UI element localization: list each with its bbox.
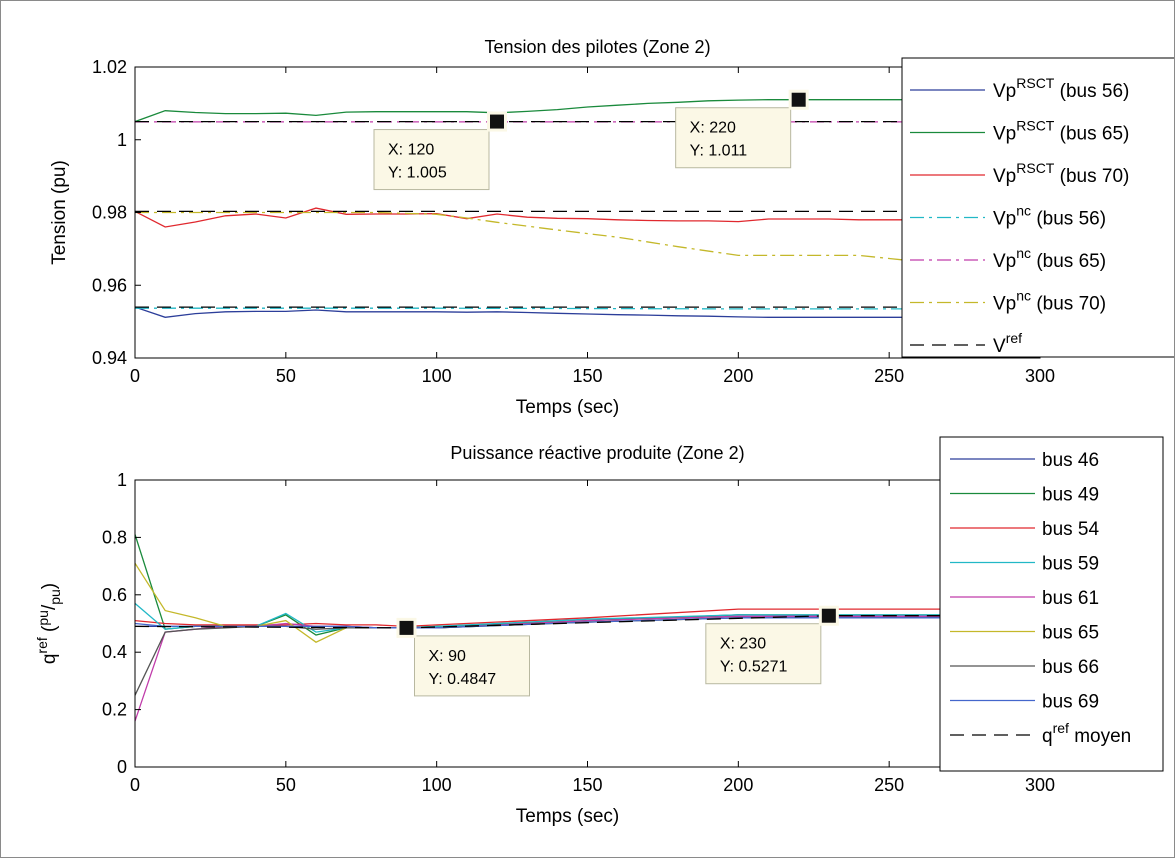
legend-entry: bus 49 <box>1042 485 1099 506</box>
y-axis-label: qref (pu/pu) <box>34 583 63 664</box>
datatip-x-text: X: 220 <box>690 120 736 137</box>
legend-entry: bus 61 <box>1042 588 1099 609</box>
x-tick-label: 0 <box>130 775 140 795</box>
legend-entry: VpRSCT (bus 65) <box>993 118 1129 145</box>
datatip-marker <box>399 620 414 635</box>
x-tick-label: 200 <box>723 366 753 386</box>
chart-title: Tension des pilotes (Zone 2) <box>484 37 710 57</box>
x-tick-label: 100 <box>422 775 452 795</box>
y-tick-label: 0.8 <box>102 527 127 547</box>
y-tick-label: 0.94 <box>92 348 127 368</box>
legend: bus 46 bus 49 bus 54 bus 59 bus 61 bus 65 bus … <box>939 436 1164 772</box>
y-tick-label: 0.2 <box>102 700 127 720</box>
x-tick-label: 150 <box>572 366 602 386</box>
legend-entry: bus 69 <box>1042 692 1099 713</box>
datatip-box <box>373 129 490 191</box>
y-tick-label: 0.6 <box>102 585 127 605</box>
y-tick-label: 0.4 <box>102 642 127 662</box>
x-tick-label: 0 <box>130 366 140 386</box>
legend-entry: bus 65 <box>1042 623 1099 644</box>
datatip-box <box>675 107 792 169</box>
datatip-y-text: Y: 1.005 <box>388 165 447 182</box>
datatip: X: 230 Y: 0.5271 <box>705 605 839 685</box>
y-tick-label: 0 <box>117 757 127 777</box>
x-axis-label: Temps (sec) <box>516 806 619 827</box>
chart-title: Puissance réactive produite (Zone 2) <box>450 443 744 463</box>
series-line-2 <box>135 608 1040 628</box>
datatip-marker <box>791 92 806 107</box>
datatip-box <box>414 635 530 697</box>
x-tick-label: 150 <box>572 775 602 795</box>
datatip-x-text: X: 90 <box>429 648 466 665</box>
x-tick-label: 250 <box>874 775 904 795</box>
legend-entry: VpRSCT (bus 56) <box>993 75 1129 102</box>
datatip-box <box>705 623 822 685</box>
legend-box <box>939 436 1164 772</box>
legend-entry: qref moyen <box>1042 720 1131 747</box>
legend-entry: bus 59 <box>1042 554 1099 575</box>
x-tick-label: 200 <box>723 775 753 795</box>
series-line-8 <box>135 615 1040 629</box>
datatip-marker <box>821 608 836 623</box>
x-tick-label: 50 <box>276 775 296 795</box>
voltage-panel: 0 50 100 150 200 250 300 0.94 0.96 0.98 1 1.02 Tensi… <box>49 37 1175 418</box>
x-tick-label: 100 <box>422 366 452 386</box>
legend-entry: Vpnc (bus 56) <box>993 203 1106 230</box>
legend-entry: Vpnc (bus 65) <box>993 245 1106 272</box>
y-tick-label: 1.02 <box>92 57 127 77</box>
legend-box <box>901 57 1175 358</box>
y-axis-label: Tension (pu) <box>49 160 70 265</box>
y-tick-label: 1 <box>117 470 127 490</box>
x-axis-label: Temps (sec) <box>516 397 619 418</box>
series-group <box>135 99 1040 318</box>
y-tick-label: 0.96 <box>92 275 127 295</box>
datatip-x-text: X: 120 <box>388 142 434 159</box>
plot-area <box>135 67 1040 358</box>
datatip: X: 220 Y: 1.011 <box>675 89 809 169</box>
series-line-1 <box>135 99 1040 123</box>
legend-entry: bus 66 <box>1042 657 1099 678</box>
datatip-y-text: Y: 0.4847 <box>429 671 497 688</box>
series-line-0 <box>135 306 1040 318</box>
series-group <box>135 534 1040 722</box>
y-tick-label: 1 <box>117 130 127 150</box>
x-tick-label: 250 <box>874 366 904 386</box>
series-line-3 <box>135 307 1040 310</box>
datatip-marker <box>490 114 504 129</box>
legend-entry: bus 46 <box>1042 450 1099 471</box>
x-tick-label: 300 <box>1025 366 1055 386</box>
reactive-power-panel: 0 50 100 150 200 250 300 0 0.2 0.4 0.6 0.8 1 Puissanc… <box>34 436 1164 827</box>
legend-entry: VpRSCT (bus 70) <box>993 160 1129 187</box>
datatip-x-text: X: 230 <box>720 636 766 653</box>
legend-entry: bus 54 <box>1042 519 1099 540</box>
series-line-2 <box>135 207 1040 228</box>
datatip-y-text: Y: 1.011 <box>690 143 748 160</box>
y-tick-label: 0.98 <box>92 203 127 223</box>
x-tick-label: 300 <box>1025 775 1055 795</box>
x-tick-label: 50 <box>276 366 296 386</box>
datatip: X: 90 Y: 0.4847 <box>396 617 530 697</box>
legend-entry: Vpnc (bus 70) <box>993 288 1106 315</box>
datatip-y-text: Y: 0.5271 <box>720 659 788 676</box>
datatip: X: 120 Y: 1.005 <box>373 111 507 191</box>
legend: VpRSCT (bus 56) VpRSCT (bus 65) VpRSCT (bu… <box>901 57 1175 358</box>
legend-entry: Vref <box>993 330 1022 357</box>
